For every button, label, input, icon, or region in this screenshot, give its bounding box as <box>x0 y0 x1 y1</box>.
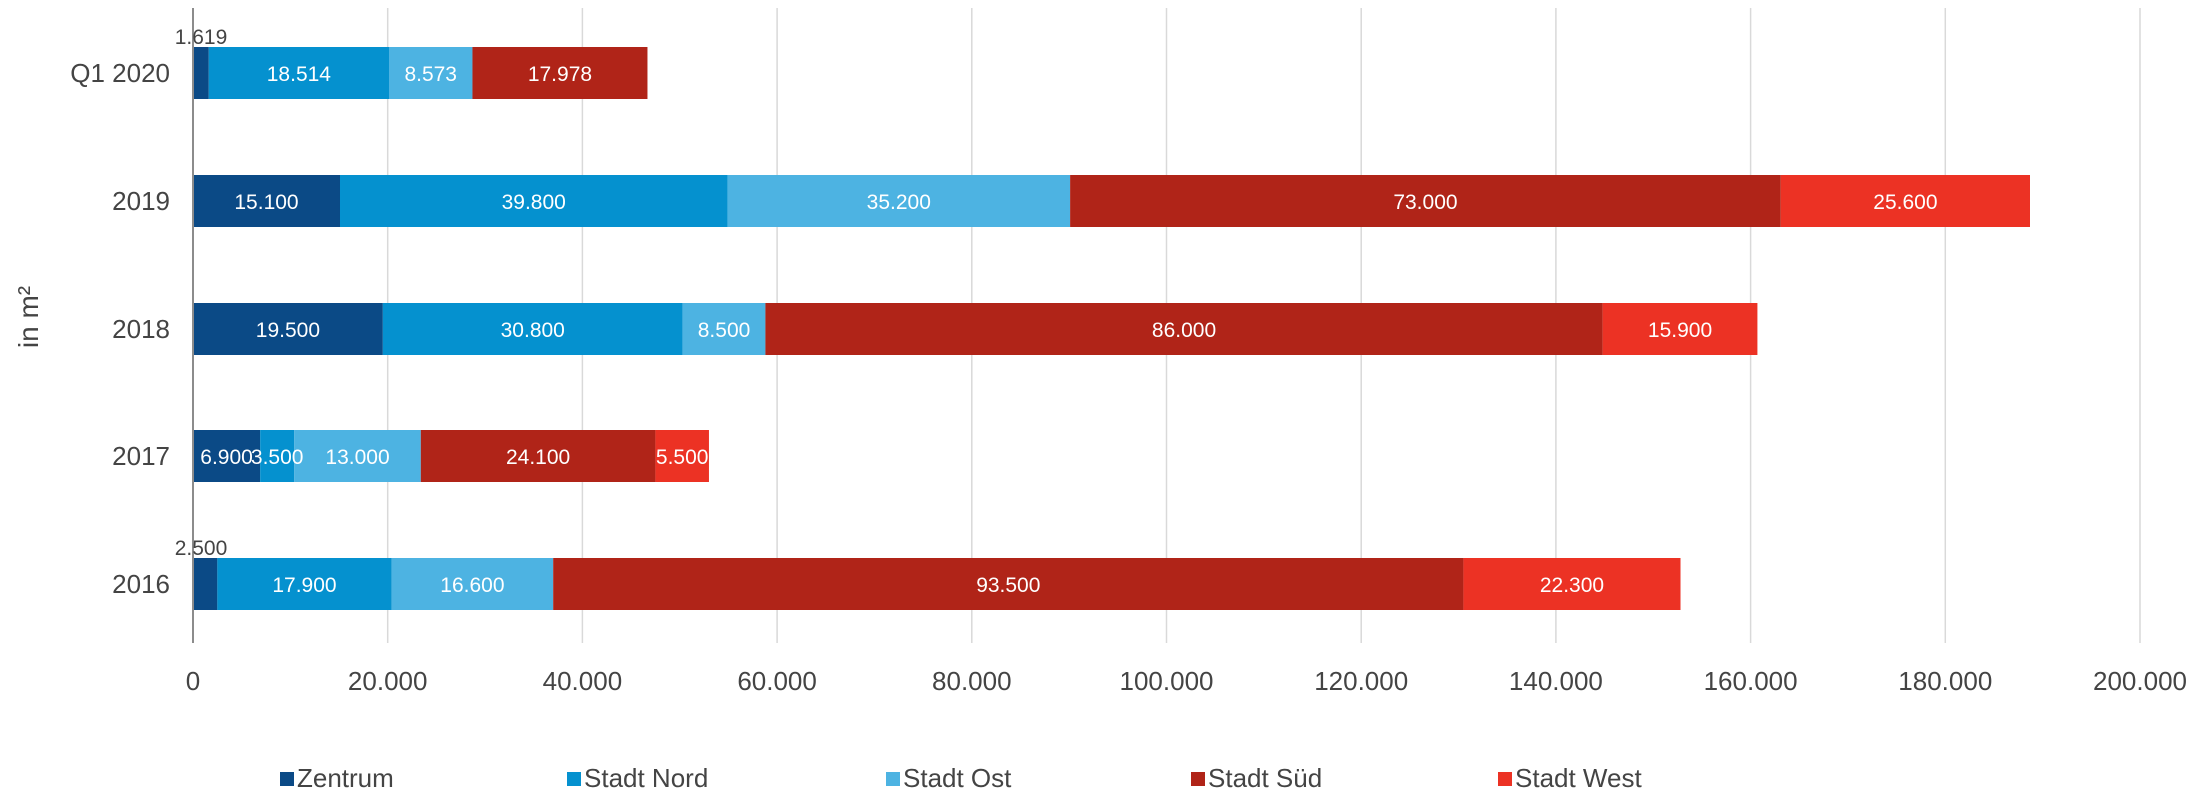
bar-value-label: 25.600 <box>1873 191 1937 214</box>
bar-labels: 1.619 18.514 8.573 17.978 15.100 39.800 35.200… <box>175 26 1938 597</box>
bar-value-label: 3.500 <box>251 446 304 469</box>
bar-segment <box>217 558 392 610</box>
bar-segment <box>1463 558 1681 610</box>
bar-segment <box>294 430 421 482</box>
bar-value-label: 22.300 <box>1540 574 1604 597</box>
category-label: 2018 <box>112 314 170 344</box>
bar-value-label: 16.600 <box>440 574 504 597</box>
bar-value-label: 39.800 <box>502 191 566 214</box>
bar-segment <box>193 303 383 355</box>
bar-segment <box>553 558 1464 610</box>
bar-segment <box>193 175 340 227</box>
legend-item: Stadt West <box>1498 763 1642 793</box>
bar-segment <box>420 430 656 482</box>
x-tick-label: 80.000 <box>932 666 1012 696</box>
bar-value-label: 6.900 <box>200 446 253 469</box>
bar-value-label: 19.500 <box>256 319 320 342</box>
legend-swatch <box>1191 772 1205 786</box>
x-tick-label: 0 <box>186 666 200 696</box>
bar-value-label: 13.000 <box>325 446 389 469</box>
x-tick-label: 20.000 <box>348 666 428 696</box>
bar-segment <box>391 558 554 610</box>
axes: 0 20.000 40.000 60.000 80.000 100.000 120.000 1… <box>13 8 2187 696</box>
bar-value-label: 5.500 <box>656 446 709 469</box>
bars <box>193 47 2030 610</box>
bar-value-label: 93.500 <box>976 574 1040 597</box>
x-tick-label: 140.000 <box>1509 666 1603 696</box>
bar-segment <box>1780 175 2030 227</box>
legend-item: Stadt Süd <box>1191 763 1322 793</box>
bar-segment <box>193 47 209 99</box>
legend-item: Stadt Ost <box>886 763 1012 793</box>
bar-segment <box>260 430 295 482</box>
x-tick-label: 200.000 <box>2093 666 2187 696</box>
bar-value-label: 1.619 <box>175 26 228 49</box>
category-label: 2017 <box>112 441 170 471</box>
bar-value-label: 86.000 <box>1152 319 1216 342</box>
bar-segment <box>472 47 648 99</box>
x-tick-label: 180.000 <box>1898 666 1992 696</box>
x-tick-label: 40.000 <box>543 666 623 696</box>
bar-value-label: 2.500 <box>175 537 228 560</box>
legend: Zentrum Stadt Nord Stadt Ost Stadt Süd Stadt… <box>280 763 1642 793</box>
bar-value-label: 73.000 <box>1393 191 1457 214</box>
y-axis-title: in m² <box>13 286 44 348</box>
category-label: 2019 <box>112 186 170 216</box>
x-tick-label: 60.000 <box>737 666 817 696</box>
bar-segment <box>193 558 218 610</box>
bar-segment <box>655 430 709 482</box>
bar-value-label: 30.800 <box>501 319 565 342</box>
legend-swatch <box>1498 772 1512 786</box>
bar-value-label: 15.900 <box>1648 319 1712 342</box>
bar-segment <box>727 175 1071 227</box>
bar-segment <box>1602 303 1758 355</box>
bar-segment <box>388 47 473 99</box>
x-tick-label: 160.000 <box>1704 666 1798 696</box>
bar-value-label: 24.100 <box>506 446 570 469</box>
category-label: Q1 2020 <box>70 58 170 88</box>
legend-swatch <box>886 772 900 786</box>
legend-label: Stadt Süd <box>1208 763 1322 793</box>
bar-value-label: 17.900 <box>272 574 336 597</box>
x-tick-label: 120.000 <box>1314 666 1408 696</box>
legend-label: Stadt Nord <box>584 763 708 793</box>
category-label: 2016 <box>112 569 170 599</box>
legend-label: Stadt West <box>1515 763 1642 793</box>
bar-segment <box>1070 175 1781 227</box>
bar-value-label: 18.514 <box>267 63 332 86</box>
bar-segment <box>193 430 261 482</box>
bar-value-label: 15.100 <box>234 191 298 214</box>
bar-segment <box>382 303 683 355</box>
bar-segment <box>682 303 766 355</box>
legend-swatch <box>280 772 294 786</box>
bar-value-label: 17.978 <box>528 63 592 86</box>
bar-value-label: 8.573 <box>404 63 457 86</box>
bar-value-label: 35.200 <box>867 191 931 214</box>
legend-item: Stadt Nord <box>567 763 708 793</box>
bar-value-label: 8.500 <box>698 319 751 342</box>
legend-label: Zentrum <box>297 763 394 793</box>
legend-label: Stadt Ost <box>903 763 1012 793</box>
legend-item: Zentrum <box>280 763 394 793</box>
legend-swatch <box>567 772 581 786</box>
bar-segment <box>765 303 1603 355</box>
bar-segment <box>208 47 389 99</box>
x-tick-label: 100.000 <box>1120 666 1214 696</box>
bar-segment <box>339 175 728 227</box>
